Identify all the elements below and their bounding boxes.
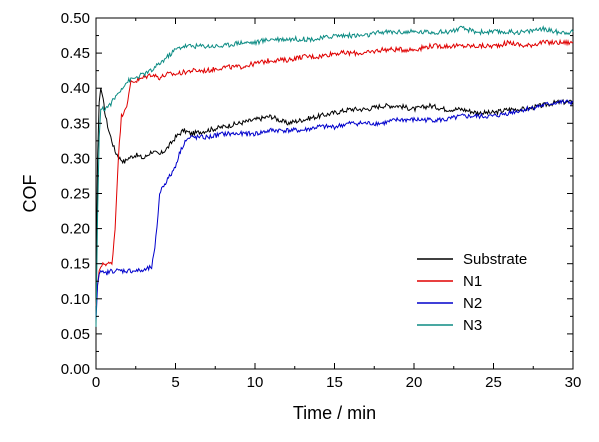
x-tick-label: 25 <box>485 374 502 391</box>
x-tick-label: 10 <box>247 374 264 391</box>
y-tick-label: 0.20 <box>61 221 90 238</box>
series-line-n2 <box>95 99 574 320</box>
y-tick-label: 0.15 <box>61 256 90 273</box>
legend-label-n2: N2 <box>463 295 482 312</box>
legend-label-substrate: Substrate <box>463 251 527 268</box>
x-tick-label: 5 <box>171 374 179 391</box>
x-tick-label: 0 <box>92 374 100 391</box>
y-tick-label: 0.30 <box>61 150 90 167</box>
y-tick-label: 0.10 <box>61 291 90 308</box>
y-tick-label: 0.45 <box>61 45 90 62</box>
plot-area-frame <box>95 17 574 370</box>
legend-label-n1: N1 <box>463 273 482 290</box>
x-tick-label: 30 <box>565 374 582 391</box>
series-line-n3 <box>95 25 574 327</box>
x-tick-label: 15 <box>326 374 343 391</box>
series-line-n1 <box>95 38 574 306</box>
x-tick-label: 20 <box>406 374 423 391</box>
y-axis-label: COF <box>20 175 40 213</box>
x-axis-label: Time / min <box>293 403 376 423</box>
y-tick-label: 0.50 <box>61 10 90 27</box>
y-tick-label: 0.25 <box>61 186 90 203</box>
y-tick-label: 0.40 <box>61 80 90 97</box>
y-tick-label: 0.00 <box>61 361 90 378</box>
y-tick-label: 0.05 <box>61 326 90 343</box>
legend-label-n3: N3 <box>463 317 482 334</box>
y-tick-label: 0.35 <box>61 115 90 132</box>
series-line-substrate <box>95 88 574 299</box>
